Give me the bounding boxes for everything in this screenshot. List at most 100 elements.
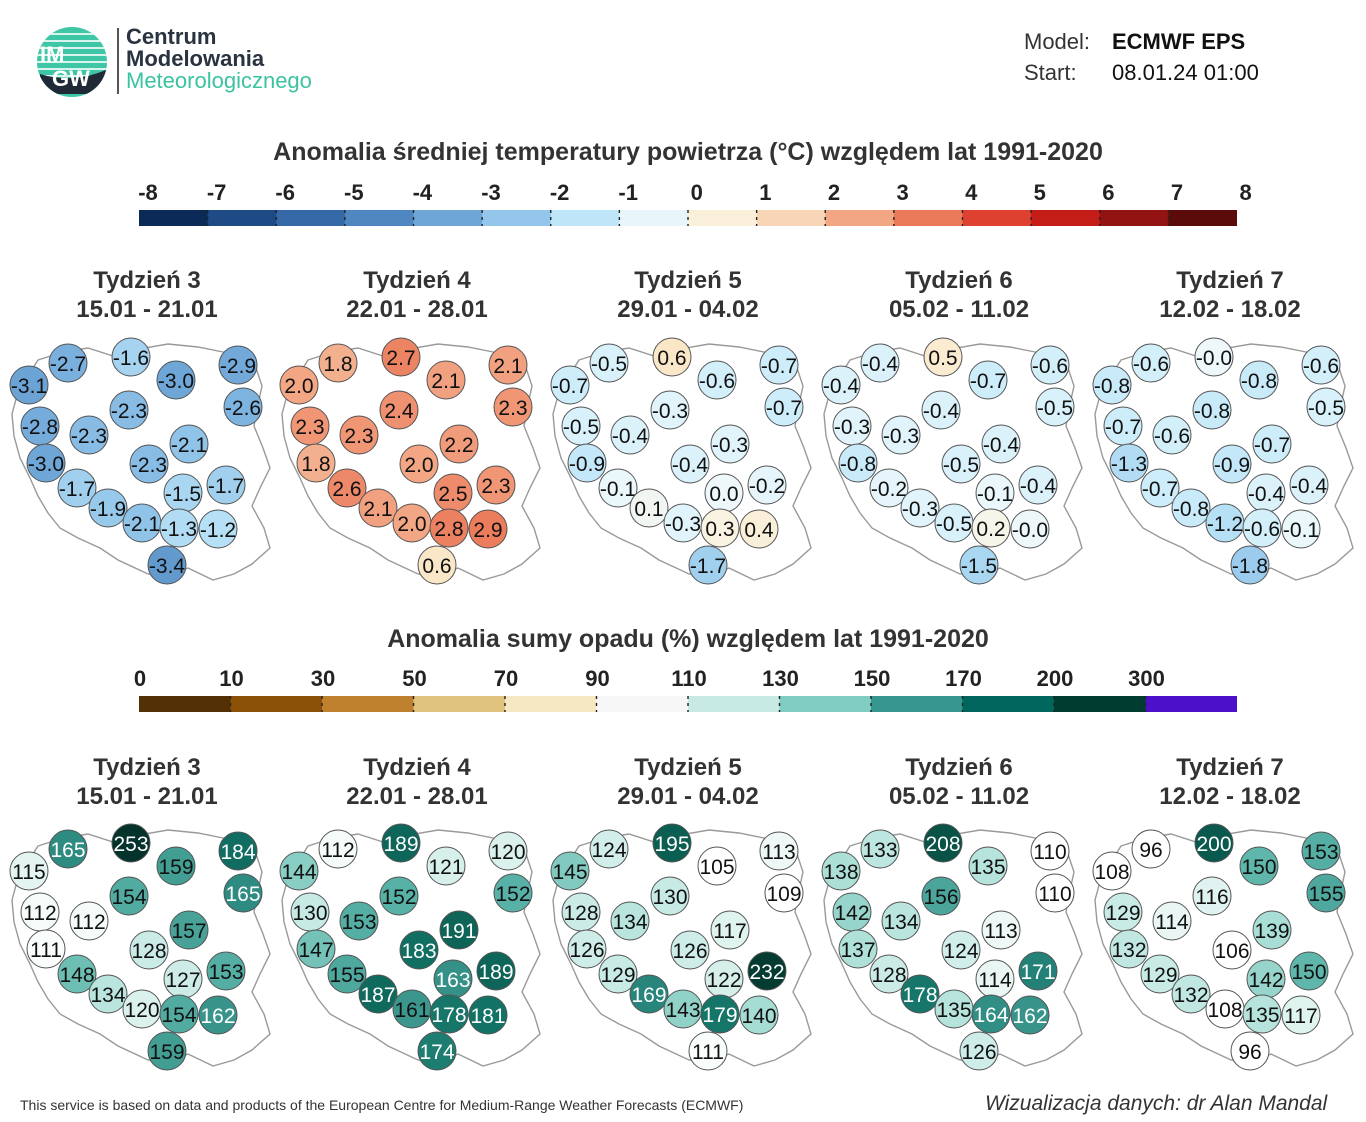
station-circle — [88, 974, 128, 1014]
station-value: 1.8 — [301, 453, 330, 476]
station-circle — [1281, 509, 1321, 549]
station-circle — [670, 444, 710, 484]
station-value: 153 — [208, 961, 243, 984]
station-marker: 159 — [147, 1031, 187, 1071]
station-value: -0.4 — [923, 400, 960, 423]
station-value: 1.8 — [323, 353, 352, 376]
colorbar-label: -5 — [344, 180, 364, 205]
org-line-3: Meteorologicznego — [126, 68, 312, 93]
station-marker: -2.1 — [169, 424, 209, 464]
station-value: 2.0 — [284, 375, 313, 398]
station-value: 2.3 — [344, 425, 373, 448]
temperature-week-header: Tydzień 6 05.02 - 11.02 — [844, 266, 1074, 324]
station-value: -0.3 — [902, 498, 938, 521]
station-value: 117 — [713, 920, 746, 943]
station-circle — [417, 1031, 457, 1071]
station-marker: -0.8 — [838, 443, 878, 483]
precipitation-title: Anomalia sumy opadu (%) względem lat 199… — [387, 625, 989, 653]
colorbar-label: -7 — [206, 180, 227, 205]
station-circle — [1030, 831, 1070, 871]
station-circle — [327, 954, 367, 994]
station-marker: 165 — [223, 873, 263, 913]
station-marker: 142 — [832, 892, 872, 932]
station-value: 178 — [902, 984, 937, 1007]
station-value: 117 — [1284, 1005, 1317, 1028]
station-circle — [381, 337, 421, 377]
temperature-week-header: Tydzień 7 12.02 - 18.02 — [1115, 266, 1345, 324]
station-value: 129 — [1105, 902, 1140, 925]
station-circle — [111, 337, 151, 377]
station-value: 200 — [1196, 833, 1231, 856]
station-circle — [129, 444, 169, 484]
precipitation-week-header: Tydzień 6 05.02 - 11.02 — [844, 753, 1074, 811]
station-marker: -1.6 — [111, 337, 151, 377]
station-circle — [156, 360, 196, 400]
station-circle — [358, 974, 398, 1014]
station-marker: 156 — [921, 876, 961, 916]
station-circle — [156, 846, 196, 886]
station-marker: -3.1 — [9, 365, 49, 405]
station-marker: -3.0 — [156, 360, 196, 400]
station-value: 111 — [30, 939, 62, 962]
week-label: Tydzień 7 — [1176, 267, 1284, 294]
station-value: 143 — [665, 999, 700, 1022]
station-marker: 96 — [1230, 1031, 1270, 1071]
station-value: 2.3 — [498, 397, 527, 420]
station-marker: 137 — [838, 929, 878, 969]
station-marker: 124 — [941, 930, 981, 970]
station-value: 114 — [1155, 911, 1189, 934]
station-circle — [688, 1031, 728, 1071]
station-marker: 155 — [327, 954, 367, 994]
station-circle — [57, 468, 97, 508]
station-value: 129 — [600, 964, 635, 987]
station-value: 162 — [1012, 1005, 1047, 1028]
station-value: -3.0 — [158, 370, 194, 393]
station-circle — [169, 424, 209, 464]
station-circle — [838, 929, 878, 969]
station-marker: 134 — [88, 974, 128, 1014]
station-value: -0.4 — [672, 454, 709, 477]
station-marker: -0.6 — [1030, 345, 1070, 385]
station-circle — [1306, 873, 1346, 913]
station-value: -0.6 — [1244, 518, 1280, 541]
station-circle — [109, 876, 149, 916]
station-marker: -0.4 — [860, 343, 900, 383]
station-value: -2.1 — [171, 434, 207, 457]
station-marker: -0.5 — [941, 444, 981, 484]
station-value: -2.8 — [22, 416, 58, 439]
station-marker: -2.3 — [129, 444, 169, 484]
station-circle — [881, 415, 921, 455]
station-marker: 162 — [1010, 995, 1050, 1035]
station-value: 2.0 — [404, 454, 433, 477]
station-value: 2.1 — [363, 498, 392, 521]
station-value: 135 — [936, 999, 971, 1022]
station-value: 150 — [1241, 856, 1276, 879]
station-marker: 113 — [981, 910, 1021, 950]
station-circle — [169, 910, 209, 950]
colorbar-label: -6 — [275, 180, 295, 205]
station-circle — [1131, 829, 1171, 869]
colorbar-label: 300 — [1128, 666, 1165, 691]
colorbar-label: 8 — [1239, 180, 1252, 205]
station-value: 110 — [1033, 841, 1066, 864]
temperature-week-header: Tydzień 3 15.01 - 21.01 — [32, 266, 262, 324]
station-circle — [941, 930, 981, 970]
station-marker: 164 — [971, 994, 1011, 1034]
station-marker: -0.6 — [1242, 508, 1282, 548]
station-marker: -1.2 — [1205, 503, 1245, 543]
station-circle — [821, 365, 861, 405]
station-value: 169 — [631, 984, 666, 1007]
station-circle — [1192, 390, 1232, 430]
station-marker: -0.4 — [921, 390, 961, 430]
station-value: -0.0 — [1196, 347, 1232, 370]
station-circle — [476, 951, 516, 991]
station-value: 135 — [970, 856, 1005, 879]
station-marker: 132 — [1109, 929, 1149, 969]
station-circle — [1140, 468, 1180, 508]
station-circle — [1010, 995, 1050, 1035]
station-circle — [1018, 951, 1058, 991]
colorbar-segment — [505, 696, 598, 712]
colorbar-segment — [413, 210, 483, 226]
station-marker: -0.7 — [1252, 424, 1292, 464]
station-circle — [318, 343, 358, 383]
